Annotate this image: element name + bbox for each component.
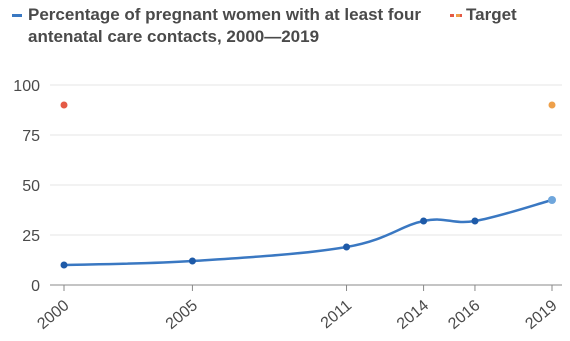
x-axis: 2000 2005 2011 2014 2016 2019 [34, 284, 562, 333]
coverage-point [548, 196, 556, 204]
legend-item-coverage: Percentage of pregnant women with at lea… [12, 4, 448, 48]
coverage-point [471, 217, 479, 225]
plot-area [60, 101, 556, 269]
y-tick-label: 25 [22, 228, 40, 245]
legend-swatch-coverage [12, 14, 22, 17]
target-point [60, 101, 68, 109]
x-tick-label: 2016 [445, 297, 483, 333]
x-tick-label: 2000 [34, 297, 72, 333]
legend-swatch-target [450, 14, 462, 17]
coverage-point [420, 217, 428, 225]
x-tick-label: 2019 [522, 297, 560, 333]
chart-legend: Percentage of pregnant women with at lea… [12, 4, 568, 60]
legend-item-target: Target [450, 4, 517, 26]
y-tick-label: 50 [22, 178, 40, 195]
coverage-line [63, 198, 553, 267]
gridlines [50, 84, 562, 236]
y-tick-label: 100 [13, 78, 40, 95]
target-point [548, 101, 556, 109]
y-tick-label: 75 [22, 128, 40, 145]
x-tick-label: 2014 [394, 297, 432, 333]
coverage-point [188, 257, 196, 265]
x-tick-label: 2011 [318, 297, 355, 332]
y-tick-label: 0 [31, 278, 40, 295]
legend-label-target: Target [466, 5, 517, 24]
coverage-point [343, 243, 351, 251]
coverage-point [60, 261, 68, 269]
x-tick-label: 2005 [163, 297, 201, 333]
y-axis: 0 25 50 75 100 [13, 78, 40, 295]
legend-label-coverage: Percentage of pregnant women with at lea… [28, 5, 421, 46]
